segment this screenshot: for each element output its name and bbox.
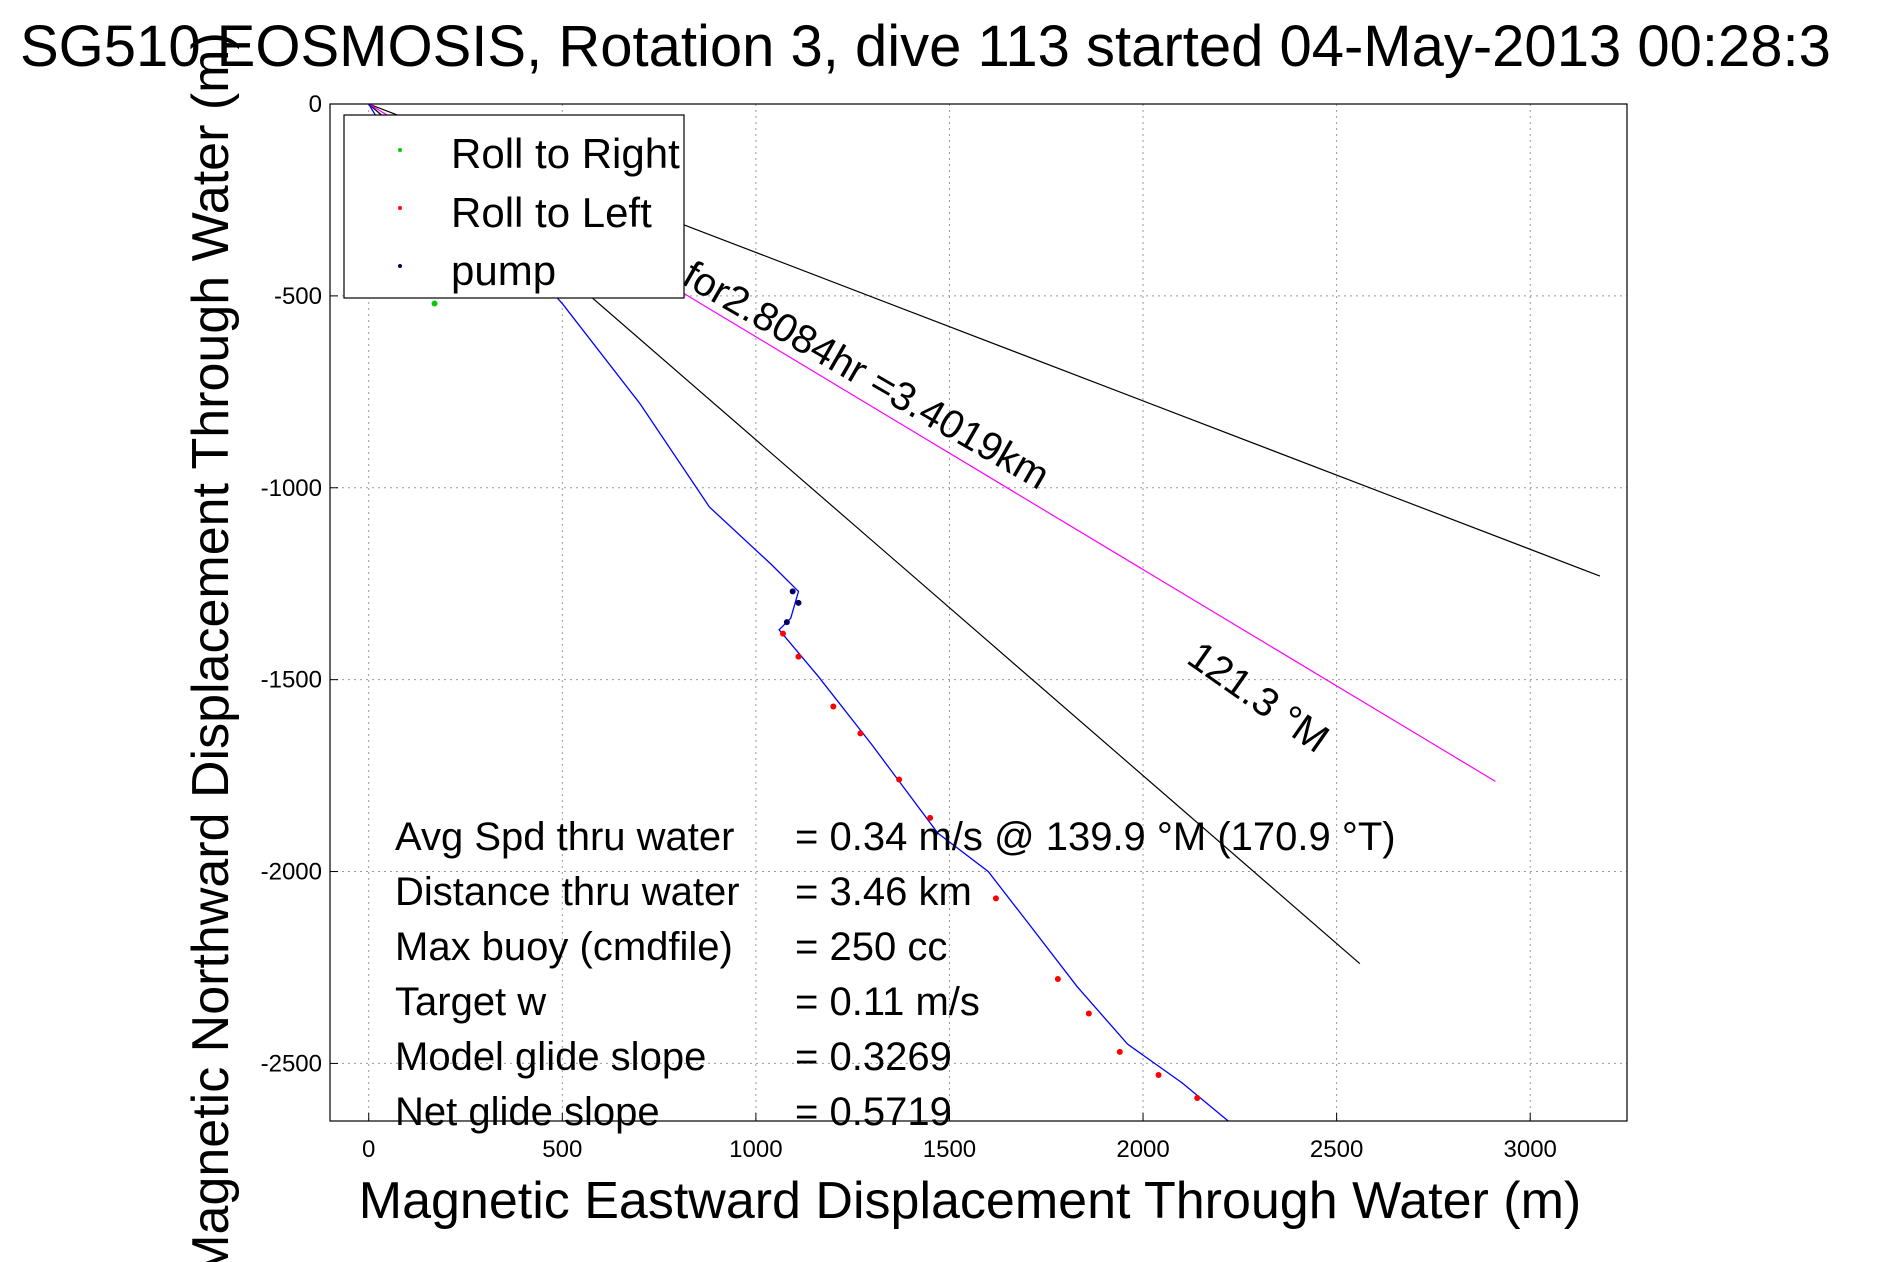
legend-label-pump: pump (451, 247, 556, 294)
x-tick-label: 3000 (1504, 1136, 1557, 1163)
x-tick-label: 1000 (729, 1136, 782, 1163)
roll-left-mark (1054, 976, 1061, 983)
pump-mark (783, 619, 790, 626)
stat-value: = 3.46 km (795, 870, 972, 914)
roll-left-mark (1085, 1010, 1092, 1017)
x-tick-label: 500 (542, 1136, 582, 1163)
plot-frame (329, 103, 1628, 1122)
roll-left-mark (1155, 1071, 1162, 1078)
y-tick-label: -2000 (261, 859, 322, 886)
roll-right-mark (431, 300, 438, 307)
roll-left-mark (1194, 1094, 1201, 1101)
y-tick-label: -2500 (261, 1050, 322, 1077)
stat-value: = 0.5719 (795, 1090, 952, 1134)
y-ticks: 0 -500 -1000 -1500 -2000 -2500 (261, 91, 338, 1077)
stat-label: Target w (395, 980, 546, 1024)
stat-label: Net glide slope (395, 1090, 660, 1134)
grid (330, 103, 1627, 1121)
roll-left-mark (779, 630, 786, 637)
roll-left-mark (795, 653, 802, 660)
x-tick-label: 0 (362, 1136, 375, 1163)
stats-block: Avg Spd thru water = 0.34 m/s @ 139.9 °M … (395, 815, 1396, 1134)
x-tick-label: 1500 (923, 1136, 976, 1163)
stat-label: Distance thru water (395, 870, 740, 914)
stat-label: Avg Spd thru water (395, 815, 734, 859)
roll-left-mark (927, 814, 934, 821)
stat-label: Model glide slope (395, 1035, 706, 1079)
stat-value: = 0.3269 (795, 1035, 952, 1079)
stat-value: = 250 cc (795, 925, 947, 969)
x-ticks: 0 500 1000 1500 2000 2500 3000 (362, 1113, 1557, 1163)
stat-label: Max buoy (cmdfile) (395, 925, 733, 969)
y-tick-label: 0 (309, 91, 322, 118)
pump-mark (789, 588, 796, 595)
y-tick-label: -1000 (261, 475, 322, 502)
plot-area: 0 500 1000 1500 2000 2500 3000 0 -500 -1000 -1500… (261, 91, 1628, 1163)
roll-left-mark (830, 703, 837, 710)
chart-title: SG510 EOSMOSIS, Rotation 3, dive 113 sta… (20, 14, 1831, 79)
roll-left-mark (857, 730, 864, 737)
y-tick-label: -500 (274, 283, 322, 310)
x-axis-label: Magnetic Eastward Displacement Through W… (359, 1172, 1581, 1230)
legend-label-roll-left: Roll to Left (451, 189, 652, 236)
x-tick-label: 2500 (1310, 1136, 1363, 1163)
pump-mark (795, 599, 802, 606)
legend: Roll to Right Roll to Left pump (343, 114, 685, 299)
y-tick-label: -1500 (261, 667, 322, 694)
stat-value: = 0.34 m/s @ 139.9 °M (170.9 °T) (795, 815, 1396, 859)
legend-marker-roll-left (398, 206, 402, 210)
roll-left-mark (896, 776, 903, 783)
legend-marker-pump (398, 264, 402, 268)
legend-marker-roll-right (398, 148, 402, 152)
roll-left-mark (992, 895, 999, 902)
x-tick-label: 2000 (1116, 1136, 1169, 1163)
stat-value: = 0.11 m/s (795, 980, 980, 1024)
y-axis-label: Magnetic Northward Displacement Through … (182, 32, 240, 1262)
legend-label-roll-right: Roll to Right (451, 130, 680, 177)
roll-left-mark (1116, 1048, 1123, 1055)
